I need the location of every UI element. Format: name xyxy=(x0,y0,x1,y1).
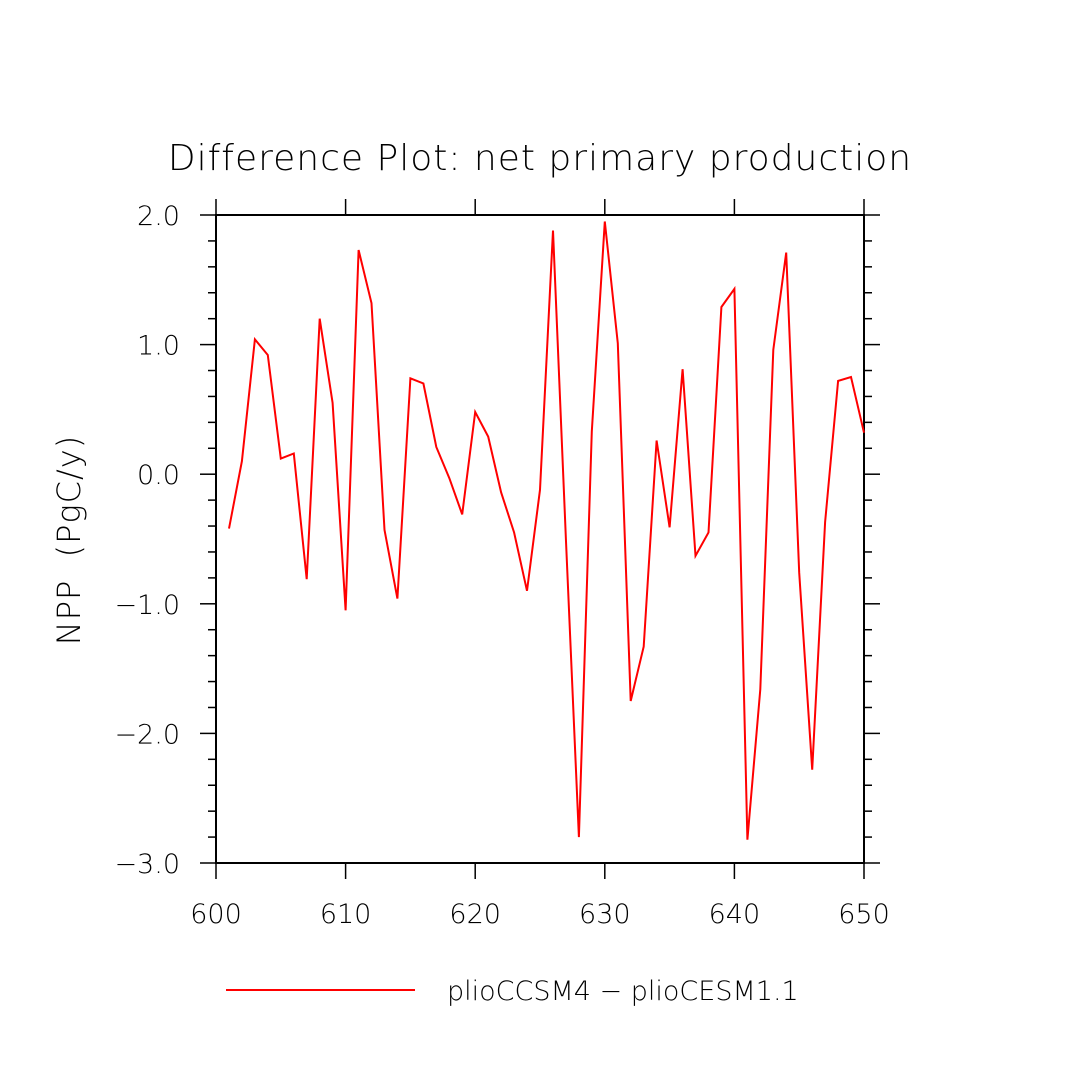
x-tick-label: 620 xyxy=(449,899,501,930)
x-axis-ticks: 600 610 620 630 640 650 xyxy=(190,199,890,930)
y-tick-label: −2.0 xyxy=(114,719,180,750)
y-tick-label: 2.0 xyxy=(137,201,180,232)
y-tick-label: −3.0 xyxy=(114,849,180,880)
y-tick-label: 1.0 xyxy=(137,331,180,362)
y-axis-label: NPP (PgC/y) xyxy=(50,435,88,645)
x-tick-label: 630 xyxy=(579,899,631,930)
x-tick-label: 600 xyxy=(190,899,242,930)
legend-label: plioCCSM4 − plioCESM1.1 xyxy=(447,976,799,1007)
series-line xyxy=(228,221,865,840)
legend: plioCCSM4 − plioCESM1.1 xyxy=(226,976,799,1007)
x-tick-label: 640 xyxy=(709,899,761,930)
x-tick-label: 610 xyxy=(320,899,372,930)
chart-title: Difference Plot: net primary production xyxy=(168,138,912,179)
x-tick-label: 650 xyxy=(838,899,890,930)
plot-frame-rect xyxy=(215,214,865,864)
series-group xyxy=(228,221,865,840)
y-tick-label: −1.0 xyxy=(114,590,180,621)
plot-frame xyxy=(215,214,865,864)
y-axis-ticks: −3.0 −2.0 −1.0 0.0 1.0 2.0 xyxy=(114,201,880,880)
y-tick-label: 0.0 xyxy=(137,460,180,491)
